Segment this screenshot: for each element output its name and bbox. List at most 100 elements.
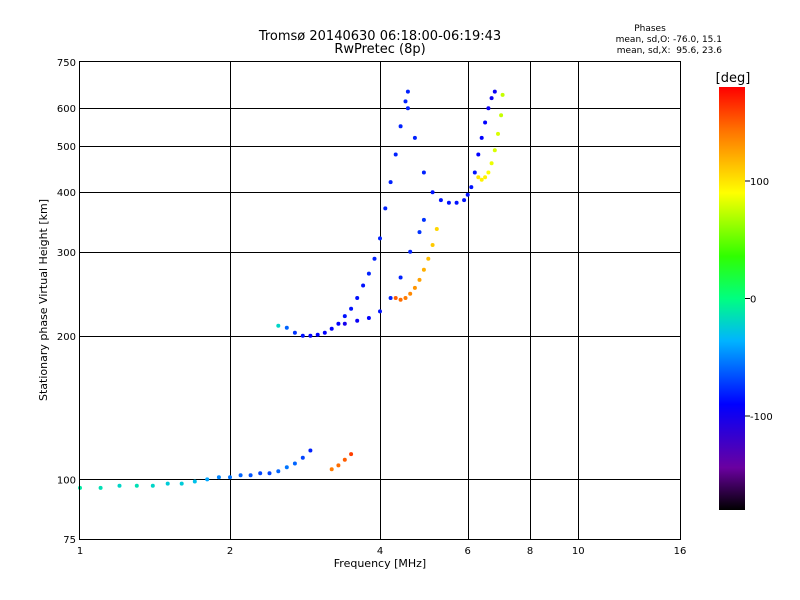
data-point <box>228 475 232 480</box>
data-point <box>378 236 382 241</box>
data-point <box>150 483 155 488</box>
data-point <box>430 243 435 247</box>
data-point <box>292 330 297 335</box>
data-point <box>438 198 443 203</box>
colorbar-ticks: 100 0 -100 <box>745 177 773 423</box>
data-point <box>417 230 422 235</box>
data-point <box>476 175 481 180</box>
data-point <box>412 285 417 290</box>
data-point <box>403 99 408 104</box>
data-point <box>134 483 139 488</box>
data-point <box>117 483 122 488</box>
data-point <box>315 332 320 337</box>
data-point <box>276 469 281 474</box>
data-point <box>300 333 305 338</box>
data-point <box>421 170 426 175</box>
y-tick-label: 500 <box>57 142 76 153</box>
data-point <box>398 275 403 280</box>
data-point <box>446 200 451 205</box>
y-tick-label: 100 <box>57 475 76 486</box>
data-point <box>284 325 289 330</box>
data-point <box>366 316 371 320</box>
data-point <box>308 333 313 338</box>
data-point <box>238 473 243 478</box>
x-tick-label: 6 <box>465 546 471 557</box>
data-point <box>430 190 435 195</box>
data-point <box>378 309 382 314</box>
data-point <box>469 185 474 190</box>
colorbar-tick-label: -100 <box>750 412 773 423</box>
y-tick-label: 400 <box>57 188 76 199</box>
data-point <box>372 256 377 261</box>
data-point <box>355 296 360 300</box>
data-point <box>336 321 341 326</box>
y-axis-label: Stationary phase Virtual Height [km] <box>37 199 50 401</box>
x-tick-label: 8 <box>527 546 533 557</box>
data-point <box>483 120 488 125</box>
data-point <box>258 471 263 476</box>
data-point <box>355 318 360 323</box>
data-point <box>393 296 398 300</box>
stats-heading: Phases <box>634 24 666 34</box>
data-point <box>408 291 413 296</box>
data-point <box>276 323 281 328</box>
y-tick-label: 600 <box>57 104 76 115</box>
data-point <box>366 271 371 276</box>
data-point <box>434 227 439 231</box>
data-point <box>462 198 467 203</box>
grid-lines <box>80 62 680 539</box>
data-point <box>349 306 354 311</box>
plot-frame <box>79 61 681 540</box>
data-point <box>405 89 410 94</box>
data-point <box>292 461 297 466</box>
data-point <box>284 465 289 470</box>
data-point <box>454 200 459 205</box>
colorbar <box>719 87 745 510</box>
data-point <box>472 170 477 175</box>
data-point <box>486 170 491 175</box>
data-point <box>322 330 327 335</box>
x-tick-label: 4 <box>377 546 383 557</box>
data-point <box>342 314 347 319</box>
x-tick-label: 16 <box>674 546 687 557</box>
x-tick-label: 2 <box>227 546 233 557</box>
data-point <box>405 106 410 111</box>
y-tick-labels: 75 100 200 300 400 500 600 750 <box>57 58 76 546</box>
chart-title: Tromsø 20140630 06:18:00-06:19:43 <box>258 29 501 44</box>
data-point <box>403 296 408 300</box>
data-point <box>492 148 497 153</box>
x-tick-labels: 1 2 4 6 8 10 16 <box>77 546 687 557</box>
data-point <box>329 467 334 472</box>
data-point <box>216 475 221 480</box>
y-tick-label: 750 <box>57 58 76 69</box>
data-point <box>383 206 388 211</box>
data-point <box>98 485 103 490</box>
stats-line-x: mean, sd,X: 95.6, 23.6 <box>617 46 723 56</box>
data-point <box>179 481 184 486</box>
data-point <box>479 135 484 140</box>
data-point <box>349 452 354 457</box>
data-point <box>267 471 272 476</box>
data-point <box>496 131 500 136</box>
y-tick-label: 200 <box>57 332 76 343</box>
data-points <box>78 89 505 490</box>
data-point <box>412 135 417 140</box>
data-point <box>483 175 488 180</box>
data-point <box>417 277 422 282</box>
colorbar-tick-label: 0 <box>750 295 756 306</box>
data-point <box>398 124 403 129</box>
data-point <box>205 477 210 482</box>
chart-subtitle: RwPretec (8p) <box>334 42 425 57</box>
data-point <box>426 256 431 261</box>
data-point <box>192 479 197 484</box>
data-point <box>476 152 481 157</box>
colorbar-tick-label: 100 <box>750 177 769 188</box>
data-point <box>329 326 334 331</box>
x-tick-label: 10 <box>572 546 585 557</box>
data-point <box>393 152 398 157</box>
colorbar-label: [deg] <box>716 71 751 86</box>
data-point <box>300 455 305 460</box>
x-axis-label: Frequency [MHz] <box>334 557 426 570</box>
data-point <box>342 321 347 326</box>
